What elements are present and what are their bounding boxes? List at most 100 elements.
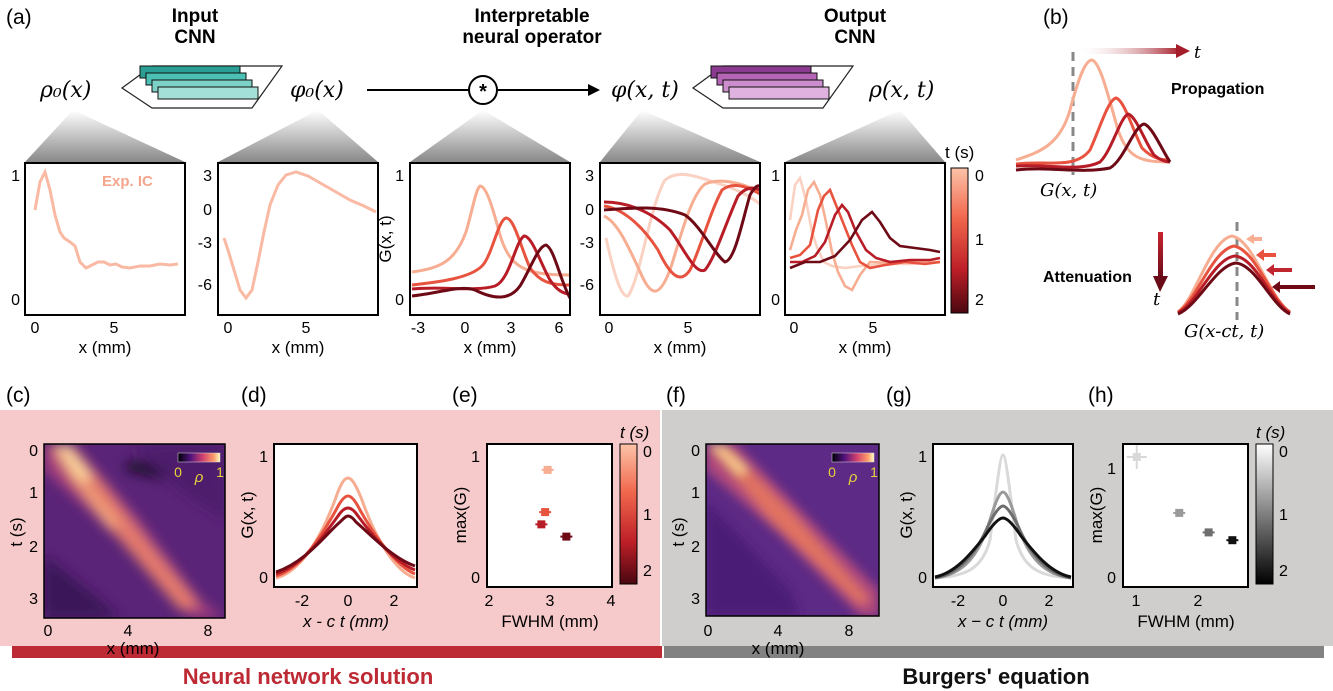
h-data-point bbox=[1132, 453, 1141, 461]
d-xtick-m2: -2 bbox=[295, 593, 309, 610]
f-xtick-8: 8 bbox=[845, 623, 854, 640]
f-ytick-3: 3 bbox=[691, 591, 700, 608]
f-ylabel: t (s) bbox=[669, 517, 688, 546]
h-colorbar bbox=[1255, 443, 1274, 585]
d-ytick-0: 0 bbox=[259, 570, 268, 587]
phixt-xlabel: x (mm) bbox=[654, 338, 707, 357]
phi0-ytick-3: 3 bbox=[203, 168, 212, 185]
plot-e: 1 0 max(G) 2 3 4 FWHM (mm) t (s) 0 1 2 bbox=[451, 423, 652, 631]
propagation-label: Propagation bbox=[1171, 81, 1264, 98]
f-ytick-0: 0 bbox=[691, 443, 700, 460]
attenuation-t: t bbox=[1153, 289, 1161, 310]
phi0-xtick-5: 5 bbox=[302, 320, 311, 337]
plot-d: 1 0 G(x, t) -2 0 2 x - c t (mm) bbox=[238, 443, 418, 631]
kernel-ylabel: G(x, t) bbox=[376, 215, 395, 262]
kernel-xlabel: x (mm) bbox=[464, 338, 517, 357]
g-xtick-m2: -2 bbox=[951, 593, 965, 610]
rho0-xlabel: x (mm) bbox=[79, 338, 132, 357]
panel-label-d: (d) bbox=[241, 384, 267, 407]
rhoxt-ytick-1: 1 bbox=[771, 168, 780, 185]
kernel-ytick-1: 1 bbox=[395, 168, 404, 185]
g-ylabel: G(x, t) bbox=[897, 491, 916, 538]
operator-title-2: neural operator bbox=[462, 27, 602, 48]
h-ytick-0: 0 bbox=[1107, 570, 1116, 587]
burgers-banner: Burgers' equation bbox=[902, 664, 1089, 689]
d-ylabel: G(x, t) bbox=[238, 491, 257, 538]
input-cnn-icon bbox=[120, 65, 284, 109]
g-xtick-0: 0 bbox=[999, 593, 1008, 610]
panel-label-e: (e) bbox=[452, 384, 478, 407]
phi0-xtick-0: 0 bbox=[224, 320, 233, 337]
h-ytick-1: 1 bbox=[1107, 461, 1116, 478]
h-cb-title: t (s) bbox=[1256, 423, 1285, 442]
rho0-xtick-0: 0 bbox=[31, 320, 40, 337]
c-ytick-2: 2 bbox=[29, 539, 38, 556]
e-xtick-4: 4 bbox=[607, 593, 616, 610]
kernel-label-b: G(x, t) bbox=[1040, 180, 1097, 201]
f-xtick-4: 4 bbox=[774, 623, 783, 640]
c-xlabel: x (mm) bbox=[107, 639, 160, 658]
g-xtick-2: 2 bbox=[1045, 593, 1054, 610]
colorbar-a-tick-0: 0 bbox=[975, 168, 984, 185]
f-cb-tick-1: 1 bbox=[870, 464, 878, 480]
d-xtick-0: 0 bbox=[344, 593, 353, 610]
phi0-ytick-0: 0 bbox=[203, 202, 212, 219]
panel-label-f: (f) bbox=[666, 384, 686, 407]
h-cb-tick-1: 1 bbox=[1279, 507, 1288, 524]
e-ylabel: max(G) bbox=[451, 487, 470, 544]
e-xtick-2: 2 bbox=[485, 593, 494, 610]
panel-label-g: (g) bbox=[886, 384, 912, 407]
h-data-point bbox=[1175, 508, 1184, 517]
phixt-ytick-m3: -3 bbox=[580, 235, 594, 252]
e-data-point bbox=[543, 465, 552, 474]
attenuation-label: Attenuation bbox=[1043, 269, 1132, 286]
c-xtick-8: 8 bbox=[204, 623, 213, 640]
c-ytick-3: 3 bbox=[29, 591, 38, 608]
panel-label-a: (a) bbox=[6, 6, 32, 29]
rho0-ytick-0: 0 bbox=[11, 292, 20, 309]
shifted-kernel-label: G(x-ct, t) bbox=[1184, 321, 1264, 342]
kernel-xtick-0: 0 bbox=[461, 320, 470, 337]
phixt-ytick-0: 0 bbox=[585, 202, 594, 219]
colorbar-a: t (s) 0 1 2 bbox=[945, 143, 984, 314]
e-data-point bbox=[562, 532, 571, 541]
kernel-xtick-3: 3 bbox=[507, 320, 516, 337]
phi0-ytick-m3: -3 bbox=[198, 235, 212, 252]
h-cb-tick-2: 2 bbox=[1279, 563, 1288, 580]
output-cnn-title-1: Output bbox=[824, 6, 887, 27]
cone-rhoxt bbox=[785, 110, 945, 162]
e-ytick-0: 0 bbox=[471, 570, 480, 587]
operator-title-1: Interpretable bbox=[474, 6, 589, 27]
rhoxt-xtick-5: 5 bbox=[869, 320, 878, 337]
e-xlabel: FWHM (mm) bbox=[501, 612, 598, 631]
d-xlabel: x - c t (mm) bbox=[302, 612, 389, 631]
e-cb-title: t (s) bbox=[620, 423, 649, 442]
propagation-t: t bbox=[1194, 43, 1201, 63]
kernel-xtick-6: 6 bbox=[555, 320, 564, 337]
colorbar-a-title: t (s) bbox=[945, 143, 974, 162]
input-cnn-title-2: CNN bbox=[174, 27, 215, 48]
phixt-xtick-5: 5 bbox=[684, 320, 693, 337]
e-xtick-3: 3 bbox=[546, 593, 555, 610]
panel-b: t Propagation G(x, t) t Attenuation G(x-… bbox=[1015, 43, 1315, 342]
plot-rhoxt: 1 0 0 5 x (mm) bbox=[771, 162, 946, 357]
panel-label-b: (b) bbox=[1043, 6, 1069, 29]
rho0-xtick-5: 5 bbox=[110, 320, 119, 337]
f-cb-tick-0: 0 bbox=[828, 464, 836, 480]
e-colorbar bbox=[619, 443, 638, 585]
h-ylabel: max(G) bbox=[1087, 487, 1106, 544]
neural-network-banner: Neural network solution bbox=[183, 664, 434, 689]
burgers-bar bbox=[664, 646, 1324, 658]
kernel-ytick-0: 0 bbox=[395, 292, 404, 309]
cone-rho0 bbox=[25, 110, 185, 162]
phixt-ytick-3: 3 bbox=[585, 168, 594, 185]
neural-network-bar bbox=[12, 646, 662, 658]
e-axes bbox=[486, 443, 613, 588]
var-phixt: φ(x, t) bbox=[611, 78, 679, 103]
g-xlabel: x − c t (mm) bbox=[957, 612, 1048, 631]
output-cnn-icon bbox=[691, 65, 855, 109]
f-ytick-1: 1 bbox=[691, 485, 700, 502]
f-cb-symbol: ρ bbox=[848, 469, 858, 486]
h-xlabel: FWHM (mm) bbox=[1137, 612, 1234, 631]
plot-rho0: Exp. IC 1 0 0 5 x (mm) bbox=[11, 162, 186, 357]
